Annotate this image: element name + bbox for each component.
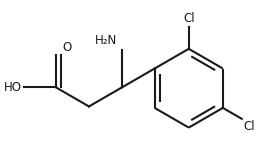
Text: H₂N: H₂N	[95, 34, 117, 47]
Text: O: O	[63, 41, 72, 54]
Text: Cl: Cl	[243, 120, 255, 133]
Text: HO: HO	[4, 81, 22, 94]
Text: Cl: Cl	[183, 12, 195, 25]
